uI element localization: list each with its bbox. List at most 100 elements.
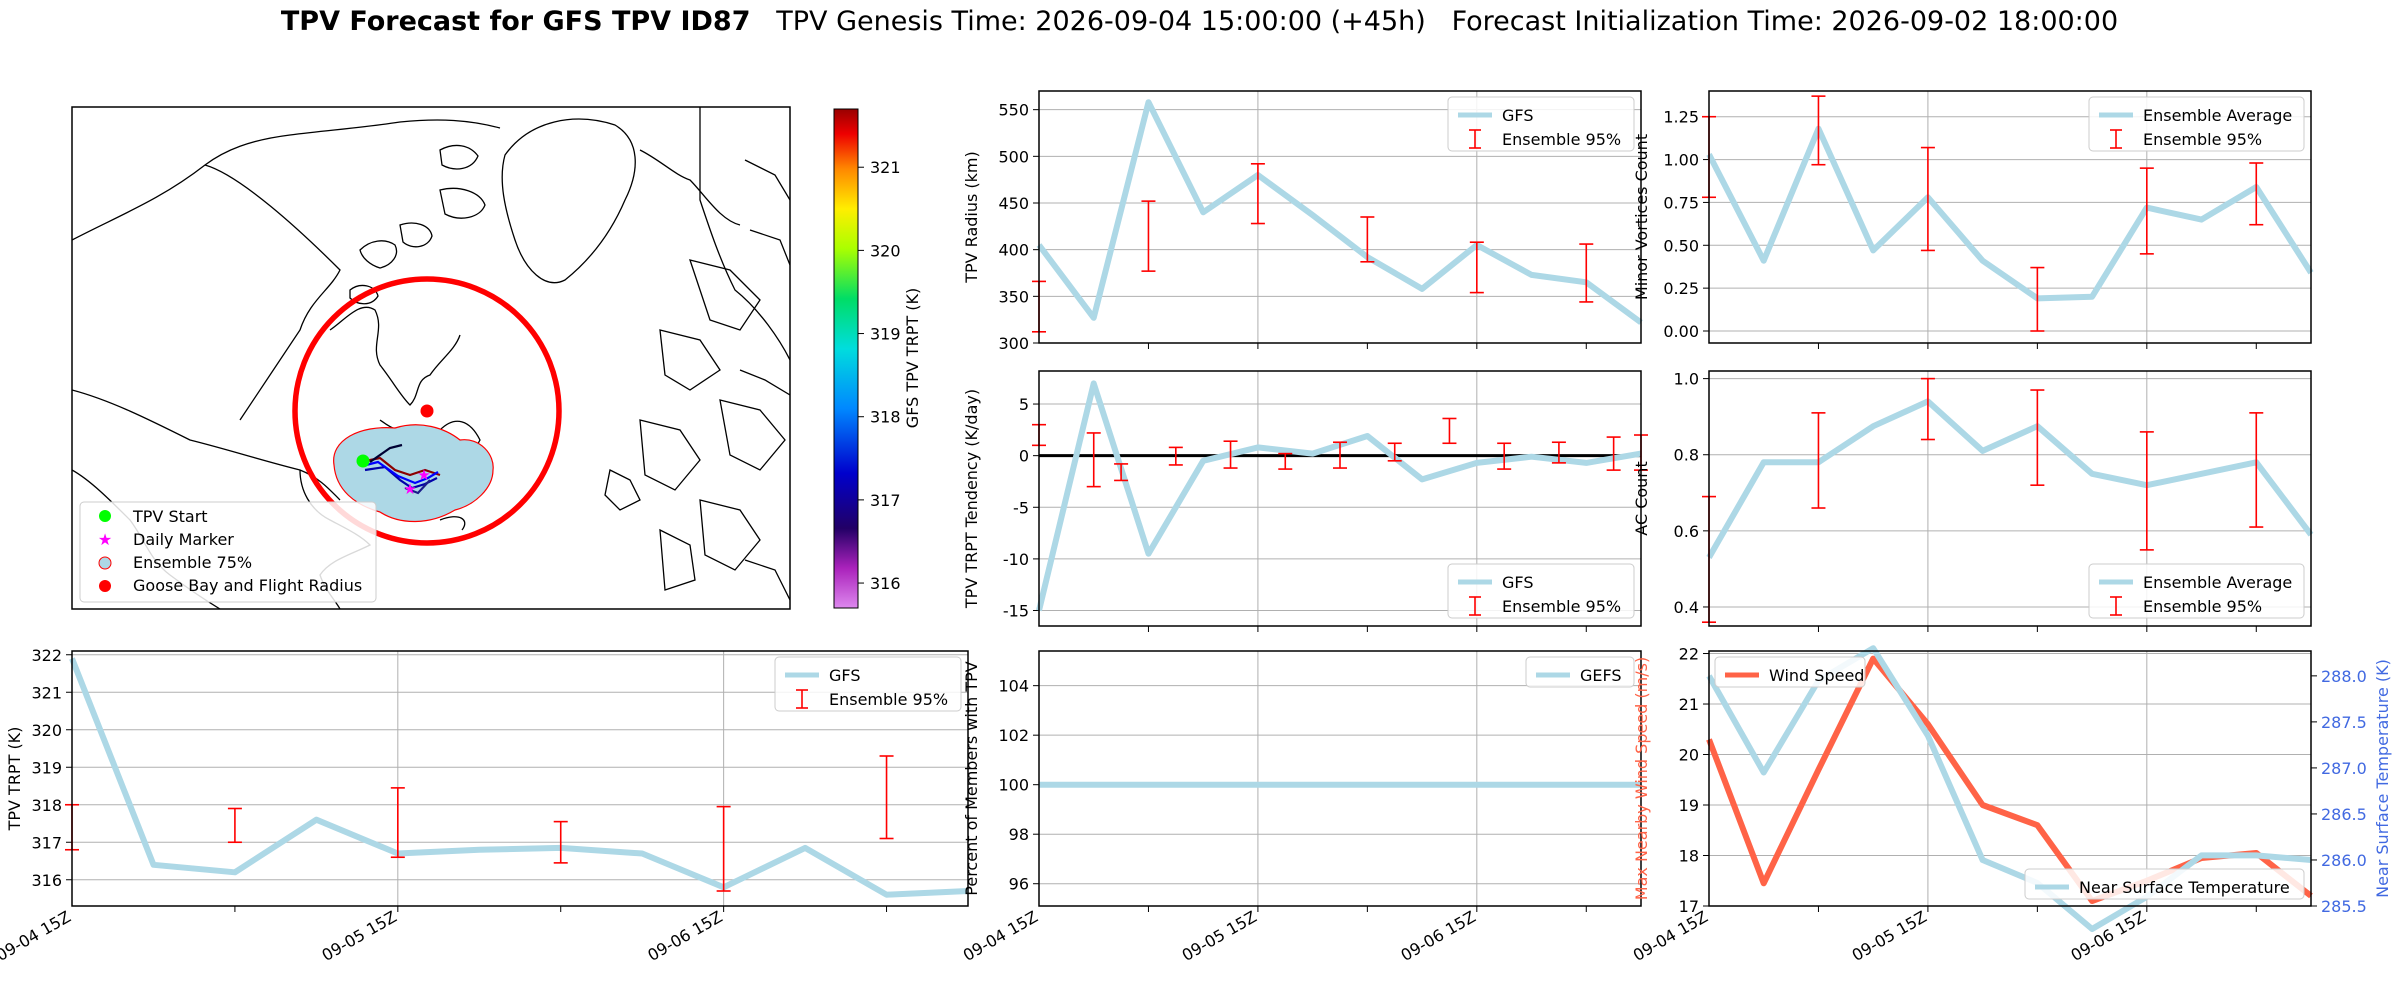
y-tick-label: 18: [1679, 847, 1699, 866]
y-tick-label: -5: [1013, 498, 1029, 517]
legend-label: Ensemble Average: [2143, 573, 2292, 592]
legend-ensemble-icon: [98, 556, 112, 570]
y-tick-label: 98: [1009, 825, 1029, 844]
y-axis-label: TPV TRPT (K): [5, 727, 24, 832]
chart-trpt: 316 317 318 319 320 321 322 09-04 15Z 09-05 15Z 0…: [0, 646, 969, 965]
x-tick-label: 09-06 15Z: [644, 907, 725, 965]
errorbar: [1920, 146, 1935, 252]
y-tick-label: 21: [1679, 695, 1699, 714]
legend: Wind Speed: [1714, 656, 1866, 688]
map-legend-label: Goose Bay and Flight Radius: [133, 576, 362, 595]
legend-label: Ensemble 95%: [2143, 130, 2262, 149]
y-tick-label: 1.25: [1663, 108, 1699, 127]
errorbar: [390, 787, 405, 859]
y-tick-label: 316: [31, 871, 62, 890]
y-tick-label: 0.50: [1663, 236, 1699, 255]
colorbar-gradient: [833, 108, 859, 609]
errorbar: [2139, 167, 2154, 255]
y-tick-label: 0: [1019, 447, 1029, 466]
legend-frame: [1525, 656, 1635, 688]
legend-daily-icon: ★: [98, 530, 112, 549]
legend-label: Ensemble 95%: [1502, 130, 1621, 149]
y-tick-label: 20: [1679, 746, 1699, 765]
errorbar: [2030, 266, 2045, 332]
figure-title-genesis: TPV Genesis Time: 2026-09-04 15:00:00 (+…: [776, 6, 1426, 37]
y-tick-label: 319: [31, 758, 62, 777]
y-tick-label: 1.00: [1663, 151, 1699, 170]
series-line: [1706, 398, 2314, 559]
colorbar-tick-label: 318: [870, 408, 901, 427]
y2-tick-label: 287.5: [2321, 713, 2367, 732]
plot-frame: [1708, 650, 2312, 907]
y-tick-label: -10: [1003, 550, 1029, 569]
y2-tick-label: 288.0: [2321, 667, 2367, 686]
x-tick-label: 09-04 15Z: [1630, 907, 1711, 965]
series-line: [1706, 125, 2314, 302]
y-tick-label: 450: [998, 194, 1029, 213]
series-line: [1036, 99, 1643, 325]
y-tick-label: 1.0: [1674, 370, 1699, 389]
legend: Ensemble Average Ensemble 95%: [2088, 563, 2305, 619]
y-tick-label: 0.25: [1663, 279, 1699, 298]
legend-label: GFS: [1502, 573, 1533, 592]
y-tick-label: 96: [1009, 875, 1029, 894]
plot-area: [1039, 651, 1641, 906]
errorbar: [2030, 389, 2045, 486]
errorbar: [1114, 463, 1129, 482]
series-line: [1706, 645, 2312, 932]
y-tick-label: 104: [998, 677, 1029, 696]
errorbar: [1278, 452, 1293, 470]
errorbar: [1811, 412, 1826, 509]
plot-frame: [1038, 370, 1642, 627]
tpv-start-marker: [356, 454, 370, 468]
y-axis-label: Percent of Members with TPV: [962, 661, 981, 895]
goose-bay-marker: [420, 404, 434, 418]
chart-radius: 300 350 400 450 500 550 TPV Radius (km) GFS Ense…: [962, 90, 1643, 353]
legend-label: Ensemble 95%: [2143, 597, 2262, 616]
legend: GFS Ensemble 95%: [1447, 563, 1635, 619]
y-axis-label: AC Count: [1632, 461, 1651, 535]
y-tick-label: 100: [998, 776, 1029, 795]
y-tick-label: 320: [31, 721, 62, 740]
errorbar: [1223, 440, 1238, 469]
y-tick-label: 0.4: [1674, 598, 1699, 617]
y-tick-label: 550: [998, 101, 1029, 120]
chart-minor: 0.00 0.25 0.50 0.75 1.00 1.25 Minor Vortices C…: [1632, 90, 2314, 349]
y-tick-label: 0.75: [1663, 193, 1699, 212]
errorbar: [553, 820, 568, 864]
errorbar: [1579, 243, 1594, 303]
goose-bay-flight-radius-ring: [292, 276, 562, 546]
map-panel: ★ ★ ★ TPV Start Daily Marker Ensemble 75…: [71, 106, 791, 610]
y-tick-label: 400: [998, 241, 1029, 260]
y-tick-label: 317: [31, 833, 62, 852]
errorbar: [1168, 446, 1183, 466]
y-axis-label: Minor Vortices Count: [1632, 134, 1651, 300]
legend-goose-bay-icon: [99, 580, 111, 592]
legend-label: Ensemble Average: [2143, 106, 2292, 125]
y-tick-label: 102: [998, 726, 1029, 745]
x-tick-label: 09-05 15Z: [319, 907, 400, 965]
figure-title-bold: TPV Forecast for GFS TPV ID87: [280, 6, 751, 37]
colorbar-ticks: 316 317 318 319 320 321: [858, 158, 901, 593]
errorbar: [1497, 442, 1512, 470]
plot-area: [1709, 651, 2311, 906]
errorbar: [2139, 431, 2154, 551]
colorbar-tick-label: 320: [870, 241, 901, 260]
y-axis-label: TPV Radius (km): [962, 151, 981, 284]
plot-frame: [1038, 90, 1642, 344]
errorbar: [1387, 442, 1402, 462]
x-tick-label: 09-04 15Z: [960, 907, 1041, 965]
errorbar: [879, 755, 894, 840]
errorbar: [227, 807, 242, 844]
y-tick-label: 0.00: [1663, 322, 1699, 341]
errorbar: [1360, 216, 1375, 263]
y-tick-label: -15: [1003, 602, 1029, 621]
legend-frame: [774, 656, 962, 712]
y-tick-label: 500: [998, 147, 1029, 166]
colorbar-tick-label: 317: [870, 491, 901, 510]
figure-title: TPV Forecast for GFS TPV ID87 TPV Genesi…: [0, 6, 2399, 37]
legend-frame: [2088, 563, 2305, 619]
